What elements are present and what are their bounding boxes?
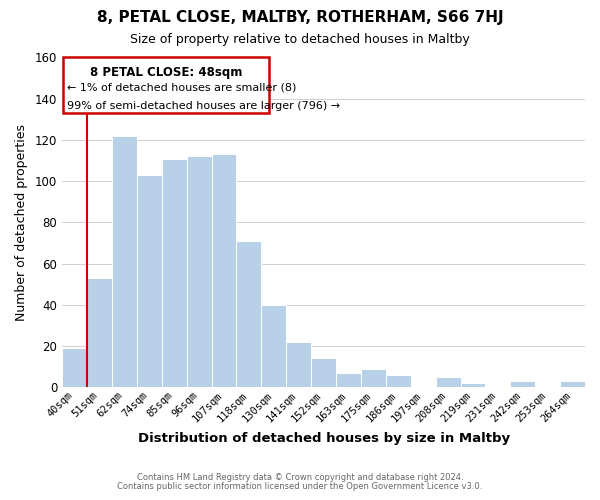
- Bar: [62, 348, 87, 388]
- Bar: [112, 136, 137, 388]
- FancyBboxPatch shape: [64, 58, 269, 113]
- Bar: [162, 158, 187, 388]
- Bar: [436, 377, 461, 388]
- Bar: [87, 278, 112, 388]
- Bar: [511, 381, 535, 388]
- Text: Size of property relative to detached houses in Maltby: Size of property relative to detached ho…: [130, 32, 470, 46]
- X-axis label: Distribution of detached houses by size in Maltby: Distribution of detached houses by size …: [137, 432, 509, 445]
- Bar: [212, 154, 236, 388]
- Bar: [286, 342, 311, 388]
- Bar: [461, 383, 485, 388]
- Bar: [236, 241, 262, 388]
- Bar: [386, 375, 411, 388]
- Bar: [311, 358, 336, 388]
- Text: Contains public sector information licensed under the Open Government Licence v3: Contains public sector information licen…: [118, 482, 482, 491]
- Text: 8 PETAL CLOSE: 48sqm: 8 PETAL CLOSE: 48sqm: [90, 66, 242, 78]
- Text: Contains HM Land Registry data © Crown copyright and database right 2024.: Contains HM Land Registry data © Crown c…: [137, 474, 463, 482]
- Y-axis label: Number of detached properties: Number of detached properties: [15, 124, 28, 321]
- Bar: [187, 156, 212, 388]
- Bar: [560, 381, 585, 388]
- Bar: [262, 305, 286, 388]
- Text: 8, PETAL CLOSE, MALTBY, ROTHERHAM, S66 7HJ: 8, PETAL CLOSE, MALTBY, ROTHERHAM, S66 7…: [97, 10, 503, 25]
- Text: ← 1% of detached houses are smaller (8): ← 1% of detached houses are smaller (8): [67, 82, 296, 92]
- Bar: [361, 368, 386, 388]
- Bar: [336, 373, 361, 388]
- Bar: [137, 175, 162, 388]
- Text: 99% of semi-detached houses are larger (796) →: 99% of semi-detached houses are larger (…: [67, 101, 340, 111]
